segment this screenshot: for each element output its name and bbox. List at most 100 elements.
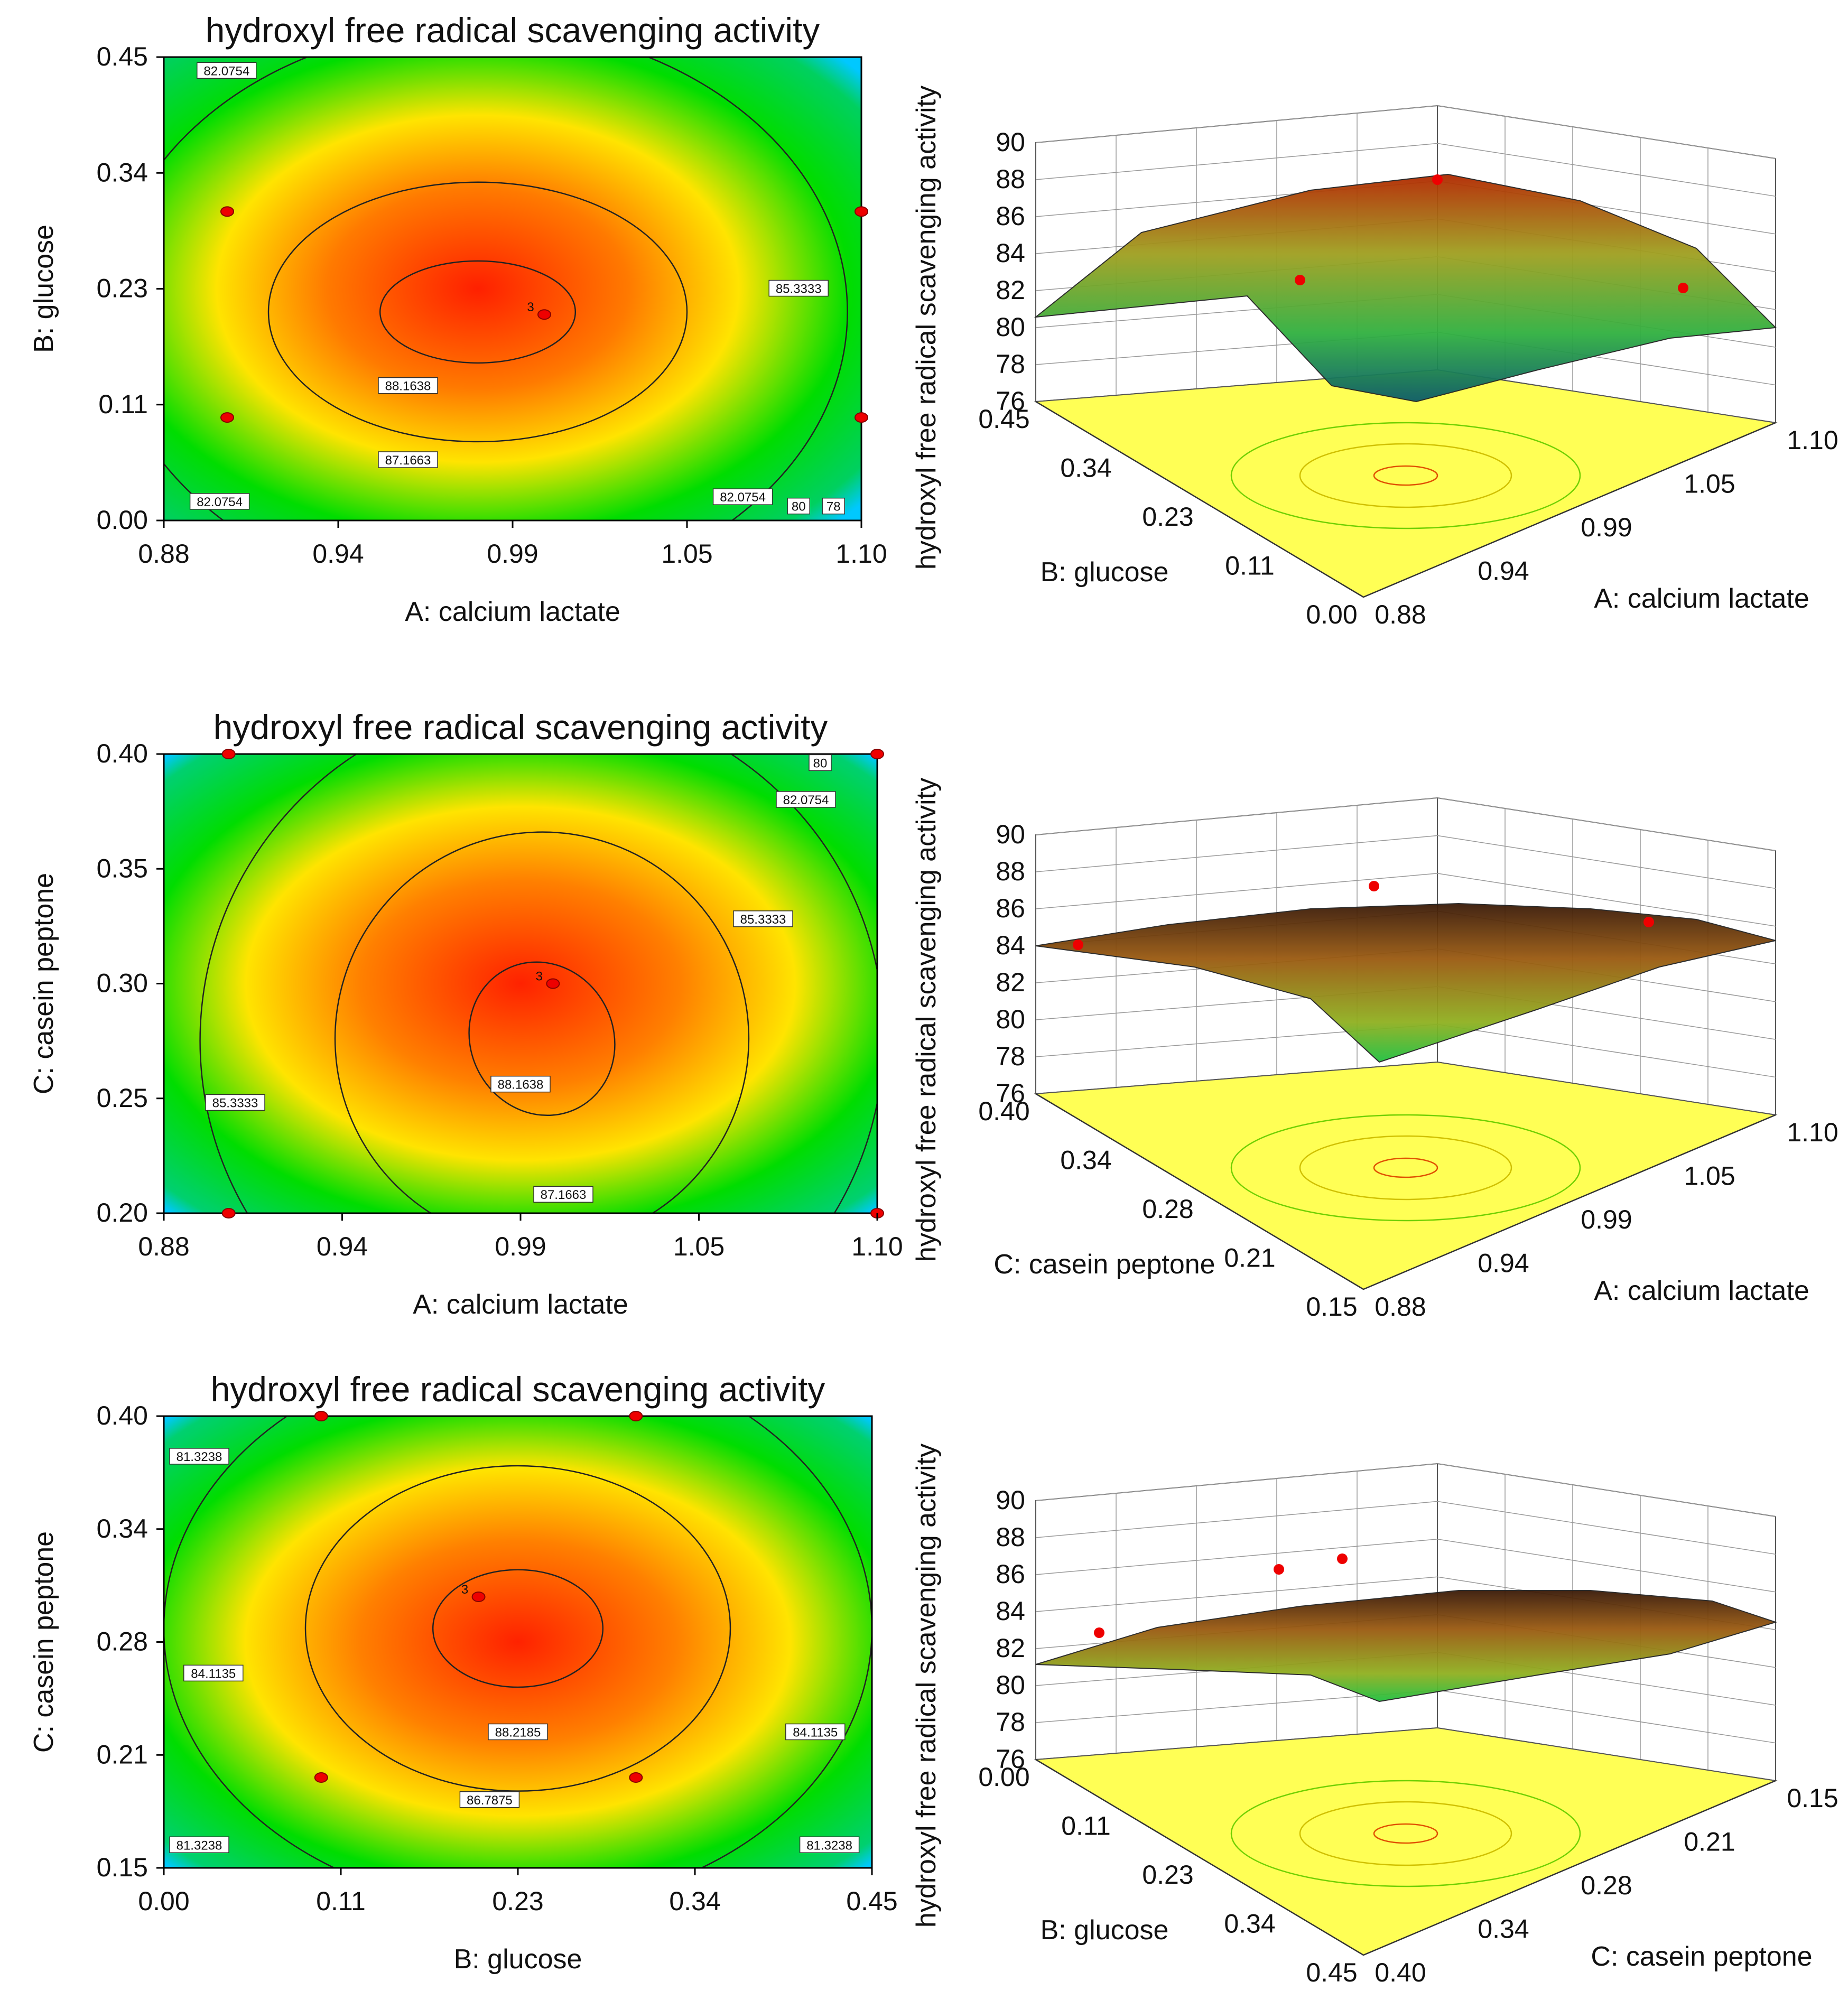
surface-panel-2: 90 88 86 84 82 80 78 76 0.88 0.94 0.99 1.05 1.10 0.40… [911, 778, 1838, 1322]
y-tick-label: 0.15 [1306, 1292, 1357, 1322]
contour-label: 88.1638 [498, 1078, 544, 1092]
z-tick-label: 82 [996, 275, 1025, 305]
contour-label: 81.3238 [177, 1838, 222, 1853]
contour-label: 85.3333 [740, 913, 786, 927]
contour-line [379, 260, 577, 364]
z-grid-line [1035, 105, 1776, 159]
contour-label-box [459, 1791, 520, 1808]
x-tick-label: 1.05 [1684, 1161, 1735, 1191]
floor-contour [1373, 1157, 1438, 1178]
response-surface [1035, 1590, 1778, 1702]
x-tick-label: 0.45 [846, 1886, 897, 1916]
x-tick-label: 1.05 [661, 539, 712, 569]
z-tick-label: 90 [996, 820, 1025, 849]
contour-label-box [787, 497, 810, 515]
center-point-count: 3 [536, 970, 543, 984]
contour-label: 81.3238 [177, 1450, 222, 1464]
contour-label-box [733, 910, 793, 927]
contour-line [199, 754, 877, 1213]
design-point [870, 749, 884, 759]
x-tick-label: 1.10 [1787, 425, 1838, 455]
contour-label-box [183, 1664, 244, 1682]
contour-label: 86.7875 [467, 1793, 513, 1808]
heatmap-fill [164, 754, 877, 1213]
x-tick-label: 0.40 [1375, 1958, 1426, 1987]
y-tick-label: 0.34 [97, 157, 148, 187]
x-tick-label: 0.99 [487, 539, 538, 569]
contour-label-box [490, 1075, 551, 1093]
z-tick-label: 88 [996, 164, 1025, 194]
design-point [314, 1772, 328, 1783]
center-point-count: 3 [527, 300, 534, 314]
contour-label: 87.1663 [541, 1188, 587, 1202]
floor-contour [1230, 1114, 1581, 1222]
x-axis-label: A: calcium lactate [405, 597, 620, 627]
y-tick-label: 0.45 [978, 404, 1029, 434]
surface-point [1643, 917, 1654, 927]
x-tick-label: 0.88 [138, 539, 189, 569]
z-tick-label: 80 [996, 1004, 1025, 1034]
x-tick-label: 0.99 [495, 1232, 546, 1261]
z-grid-line [1035, 1463, 1776, 1517]
contour-label-box [169, 1836, 229, 1853]
x-tick-label: 1.05 [1684, 469, 1735, 499]
y-tick-label: 0.40 [978, 1096, 1029, 1126]
z-tick-label: 90 [996, 1485, 1025, 1515]
surface-point [1369, 881, 1379, 891]
contour-label: 80 [792, 500, 806, 514]
x-tick-label: 0.34 [669, 1886, 720, 1916]
chart-title: hydroxyl free radical scavenging activit… [213, 708, 828, 747]
x-tick-label: 0.94 [312, 539, 364, 569]
design-point [537, 309, 551, 320]
y-axis-label: C: casein peptone [993, 1249, 1215, 1280]
z-tick-label: 88 [996, 1522, 1025, 1552]
x-tick-label: 1.10 [835, 539, 887, 569]
x-tick-label: 0.00 [138, 1886, 189, 1916]
contour-label: 85.3333 [776, 282, 822, 296]
z-tick-label: 76 [996, 1744, 1025, 1774]
contour-label: 82.0754 [203, 64, 249, 78]
floor-contour [1299, 1135, 1512, 1201]
y-tick-label: 0.21 [1224, 1243, 1275, 1273]
chart-title: hydroxyl free radical scavenging activit… [206, 11, 820, 50]
z-tick-label: 88 [996, 857, 1025, 886]
y-tick-label: 0.30 [97, 969, 148, 998]
contour-label-box [205, 1094, 265, 1111]
y-tick-label: 0.34 [97, 1514, 148, 1543]
y-tick-label: 0.00 [1306, 600, 1357, 629]
contour-label: 82.0754 [783, 793, 829, 807]
design-point [629, 1411, 643, 1421]
y-tick-label: 0.11 [1061, 1811, 1111, 1841]
contour-label: 88.2185 [495, 1726, 541, 1740]
response-surface [1034, 173, 1777, 403]
design-point [855, 412, 868, 423]
contour-label-box [533, 1186, 593, 1203]
center-point-count: 3 [461, 1583, 468, 1597]
x-tick-label: 0.94 [1478, 556, 1529, 586]
z-grid-line [1035, 873, 1776, 927]
contour-label-box [799, 1836, 860, 1853]
z-tick-label: 90 [996, 127, 1025, 157]
contour-line [468, 961, 616, 1117]
design-point [221, 749, 236, 759]
x-axis-label: B: glucose [454, 1944, 582, 1975]
y-tick-label: 0.34 [1060, 1146, 1111, 1175]
contour-plot-area [164, 57, 861, 520]
contour-label: 80 [813, 756, 828, 770]
surface-panel-1: 90 88 86 84 82 80 78 76 0.88 0.94 0.99 1.05 1.10 0.45… [911, 86, 1838, 629]
design-point [220, 206, 234, 217]
z-grid-line [1035, 1501, 1776, 1555]
y-tick-label: 0.21 [97, 1739, 148, 1769]
contour-plot-area [164, 1416, 872, 1868]
floor-contour [1299, 1801, 1512, 1866]
contour-label-box [378, 451, 438, 468]
contour-line [304, 1465, 731, 1792]
design-point [629, 1772, 643, 1783]
floor-contour [1230, 422, 1581, 529]
contour-label: 88.1638 [385, 379, 431, 394]
contour-panel-1: 82.0754 85.3333 88.1638 87.1663 82.0754 82.07… [29, 11, 887, 627]
floor-contour [1373, 465, 1438, 486]
contour-line [164, 57, 848, 520]
y-tick-label: 0.40 [97, 1401, 148, 1430]
z-tick-label: 82 [996, 1633, 1025, 1663]
